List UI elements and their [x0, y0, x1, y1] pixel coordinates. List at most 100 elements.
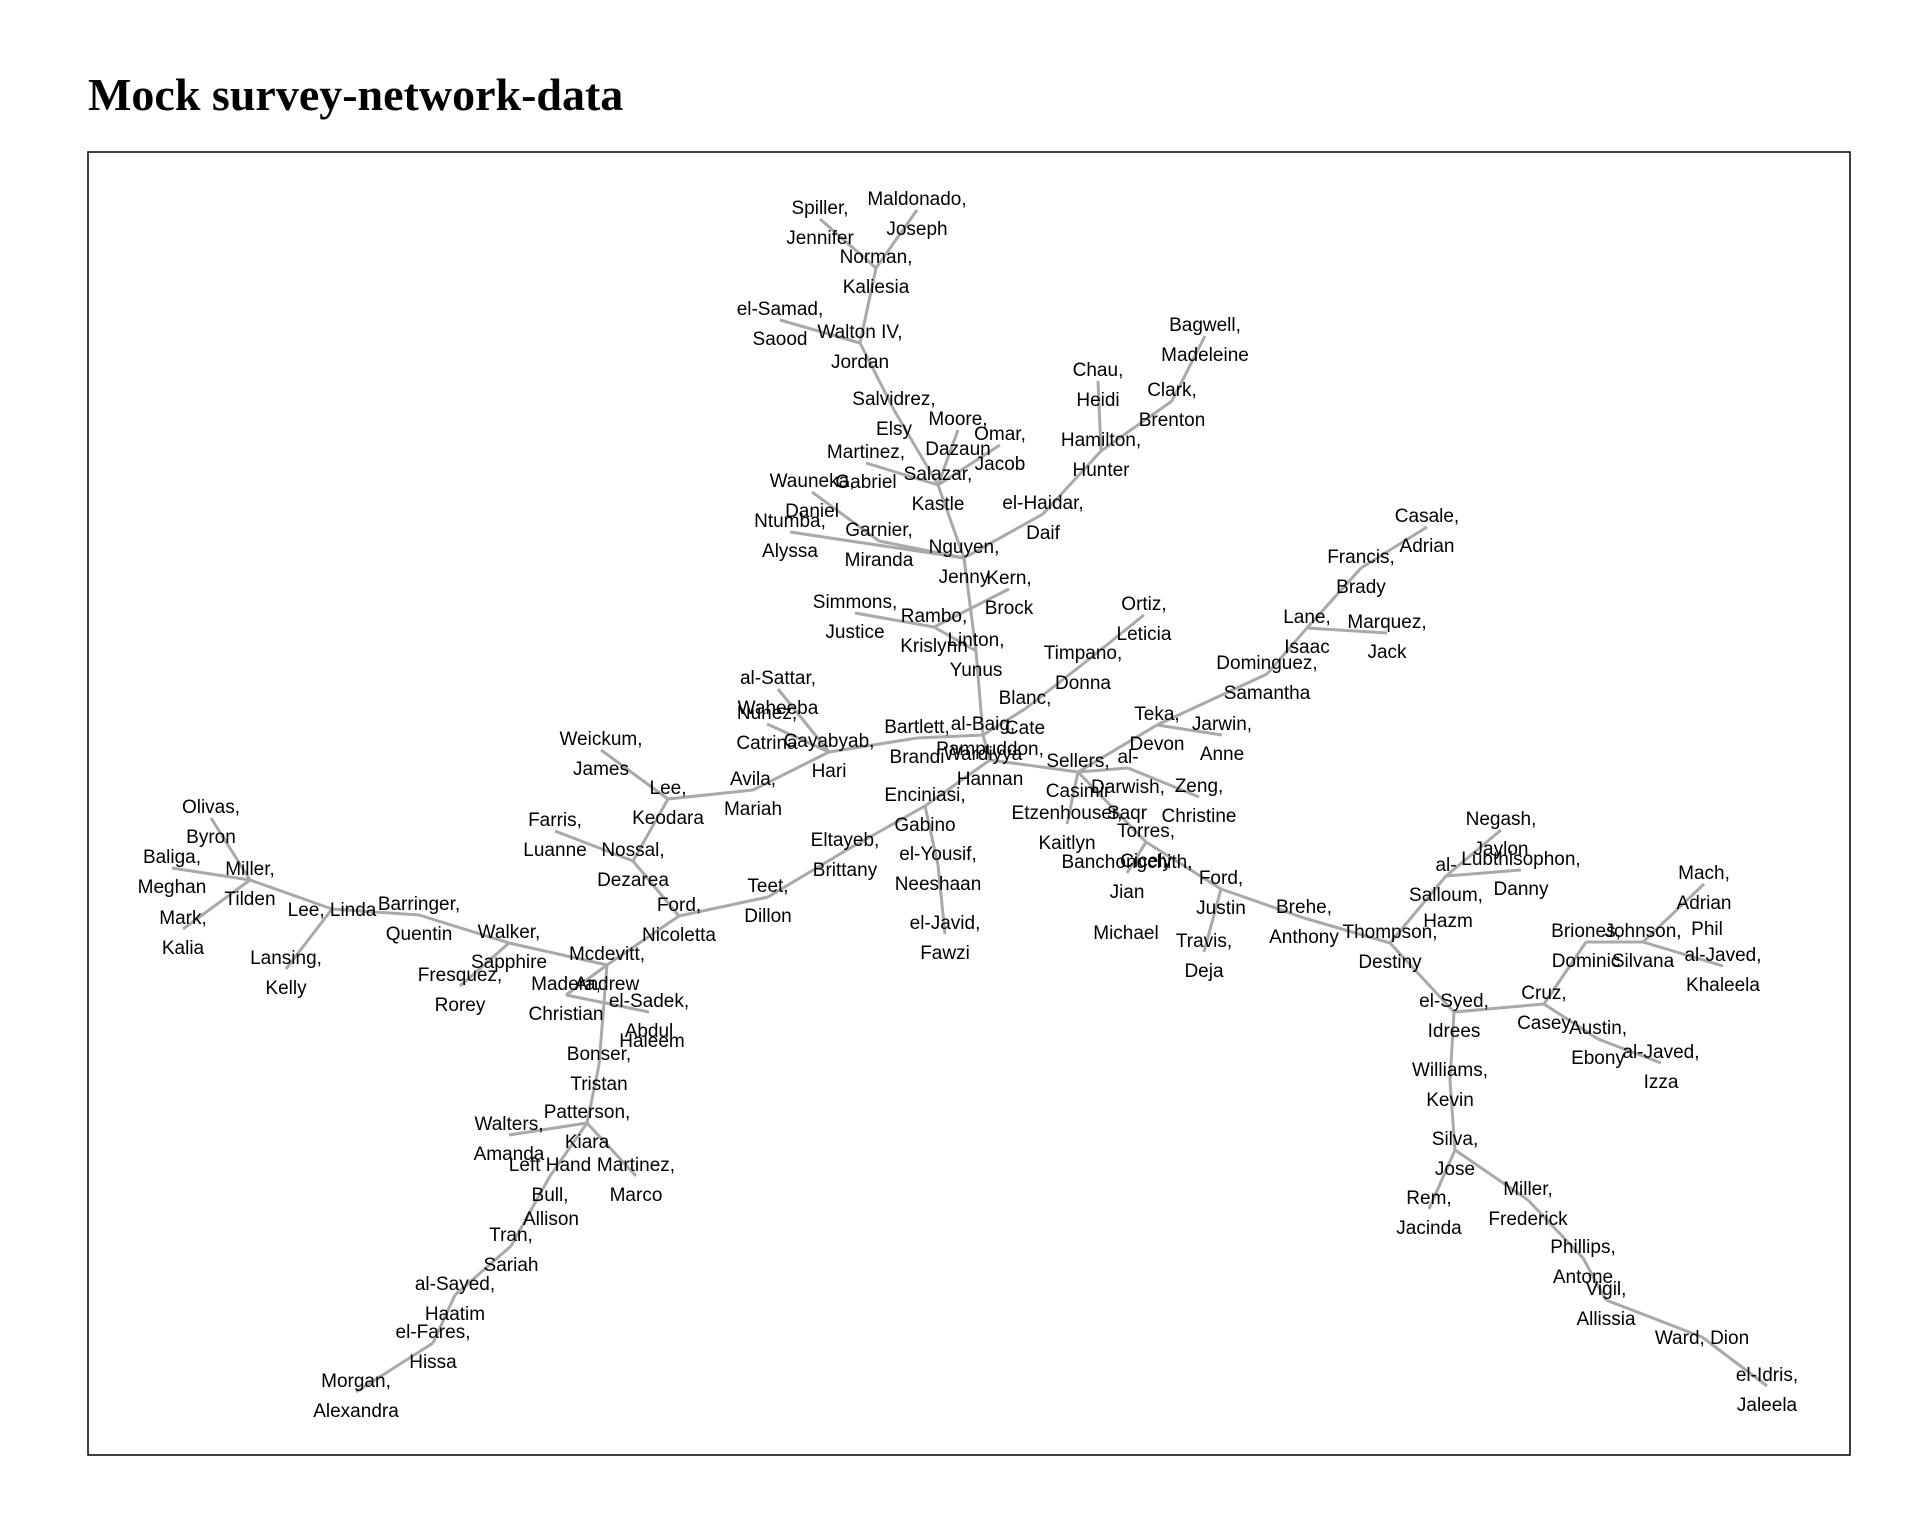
edge-thompson-alsalloum: [1388, 875, 1448, 944]
node-label-millerf: Miller, Frederick: [1488, 1179, 1568, 1230]
edge-elsamad-waltoniv: [779, 318, 861, 345]
node-label-millert: Miller, Tilden: [224, 859, 275, 910]
node-label-enciniasi: Enciniasi, Gabino: [884, 785, 965, 836]
node-label-allison: Allison: [523, 1209, 579, 1230]
edge-fresquez-walker: [459, 941, 510, 988]
node-label-timpano: Timpano, Donna: [1044, 643, 1123, 694]
node-label-nunez: Nunez, Catrina: [736, 703, 798, 754]
edge-vigil-ward: [1605, 1298, 1703, 1339]
node-label-brehe: Brehe, Anthony: [1269, 897, 1339, 948]
edge-weickum-leek: [600, 748, 669, 801]
edge-blanc-albaig: [982, 707, 1026, 737]
edge-aldarwish-zeng: [1127, 766, 1200, 799]
edge-fordj-travis: [1202, 888, 1223, 953]
node-label-salvidrez: Salvidrez, Elsy: [852, 389, 935, 440]
edge-patterson-martinezm: [585, 1121, 638, 1178]
node-label-lane: Lane, Isaac: [1283, 607, 1331, 658]
node-label-ortiz: Ortiz, Leticia: [1117, 594, 1172, 645]
node-label-sagr: Saqr: [1107, 803, 1148, 824]
node-label-aldarwish: al-Darwish,: [1091, 747, 1165, 798]
node-label-phil: Phil: [1691, 919, 1723, 940]
node-label-dominguez: Dominguez, Samantha: [1216, 653, 1317, 704]
node-label-bonser: Bonser, Tristan: [567, 1044, 631, 1095]
node-label-garnier: Garnier, Miranda: [845, 520, 914, 571]
edge-chau-hamilton: [1096, 380, 1103, 452]
edge-linton-albaig: [974, 650, 985, 736]
node-label-bartlett: Bartlett, Brandi: [884, 717, 949, 768]
edge-sellers-aldarwish: [1077, 766, 1129, 774]
edges-layer: [171, 209, 1768, 1394]
node-label-martinezg: Martinez, Gabriel: [827, 442, 905, 493]
node-label-albaig: al-Baig, Wardiyya: [944, 714, 1023, 765]
node-label-hamilton: Hamilton, Hunter: [1061, 430, 1141, 481]
node-label-sellers: Sellers, Casimir: [1046, 751, 1111, 802]
edge-austin-aljavedi: [1597, 1037, 1662, 1065]
edge-rambo-linton: [933, 625, 977, 653]
edge-bagwell-clark: [1170, 335, 1207, 402]
node-label-zeng: Zeng, Christine: [1162, 776, 1237, 827]
node-label-aljavedk: al-Javed, Khaleela: [1684, 945, 1761, 996]
node-label-elsadek: el-Sadek, Abdul: [609, 991, 689, 1042]
node-label-baliga: Baliga, Meghan: [138, 847, 207, 898]
node-label-leelinda: Lee, Linda: [288, 900, 377, 921]
node-label-maldonado: Maldonado, Joseph: [867, 189, 966, 240]
edge-enciniasi-elyousif: [923, 805, 940, 866]
edge-johnson-aljavedk: [1642, 940, 1724, 968]
node-label-kern: Kern, Brock: [985, 568, 1034, 619]
edge-nossal-fordn: [631, 860, 681, 917]
edge-francis-lane: [1305, 566, 1363, 630]
edge-timpano-blanc: [1024, 662, 1084, 711]
node-label-bagwell: Bagwell, Madeleine: [1161, 315, 1249, 366]
node-label-vigil: Vigil, Allissia: [1576, 1279, 1636, 1330]
node-label-alsattar: al-Sattar, Waheeba: [738, 668, 819, 719]
node-label-silva: Silva, Jose: [1432, 1129, 1478, 1180]
plot-frame: [87, 151, 1851, 1456]
node-label-michael: Michael: [1093, 923, 1158, 944]
node-label-wauneka: Wauneka, Daniel: [770, 471, 855, 522]
edge-silva-rem: [1427, 1149, 1457, 1210]
edge-spiller-norman: [819, 217, 877, 270]
node-label-travis: Travis, Deja: [1176, 931, 1232, 982]
edge-elfares-morgan: [355, 1341, 434, 1394]
node-label-cayabyab: Cayabyab, Hari: [784, 731, 875, 782]
node-label-ward: Ward, Dion: [1655, 1328, 1749, 1349]
node-label-farris: Farris, Luanne: [523, 810, 586, 861]
edge-cruz-austin: [1543, 1002, 1599, 1041]
node-label-lansing: Lansing, Kelly: [250, 948, 322, 999]
node-label-weickum: Weickum, James: [559, 729, 642, 780]
node-label-elsyed: el-Syed, Idrees: [1419, 991, 1489, 1042]
edge-enciniasi-eltayeb: [844, 804, 926, 853]
edge-jarwin-teka: [1156, 723, 1223, 737]
node-label-nossal: Nossal, Dezarea: [597, 840, 669, 891]
edge-martinezg-salazar: [865, 461, 939, 487]
edge-leelinda-barringer: [331, 907, 420, 917]
edge-waltoniv-salvidrez: [858, 342, 896, 411]
edge-patterson-walters: [508, 1121, 588, 1137]
node-label-cruz: Cruz, Casey: [1517, 983, 1571, 1034]
edge-norman-waltoniv: [858, 267, 878, 344]
edge-barringer-walker: [418, 913, 510, 945]
node-label-walker: Walker, Sapphire: [471, 922, 547, 973]
node-label-omar: Omar, Jacob: [974, 424, 1026, 475]
node-label-spiller: Spiller, Jennifer: [786, 198, 854, 249]
edge-fordj-brehe: [1220, 887, 1305, 920]
node-label-fordn: Ford, Nicoletta: [642, 895, 716, 946]
edge-phillips-vigil: [1581, 1257, 1608, 1301]
node-label-torres: Torres, Cicely: [1117, 821, 1175, 872]
edge-mach-johnson: [1641, 882, 1706, 944]
edge-sellers-etzenhouser: [1065, 771, 1080, 825]
node-label-moore: Moore, Dazaun: [925, 409, 991, 460]
node-label-walters: Walters, Amanda: [474, 1114, 545, 1165]
edge-omar-salazar: [937, 443, 1001, 487]
edge-bonser-patterson: [585, 1064, 601, 1124]
edge-teka-sellers: [1077, 723, 1158, 774]
node-label-jarwin: Jarwin, Anne: [1192, 714, 1252, 765]
edge-eltayeb-teet: [767, 849, 846, 899]
edge-dominguez-teka: [1156, 672, 1268, 727]
node-label-olivas: Olivas, Byron: [182, 797, 240, 848]
edge-albaig-pampuddon: [981, 734, 992, 761]
edge-brehe-thompson: [1303, 916, 1391, 945]
node-label-martinezm: Martinez, Marco: [597, 1155, 675, 1206]
edge-pampuddon-enciniasi: [924, 758, 991, 808]
